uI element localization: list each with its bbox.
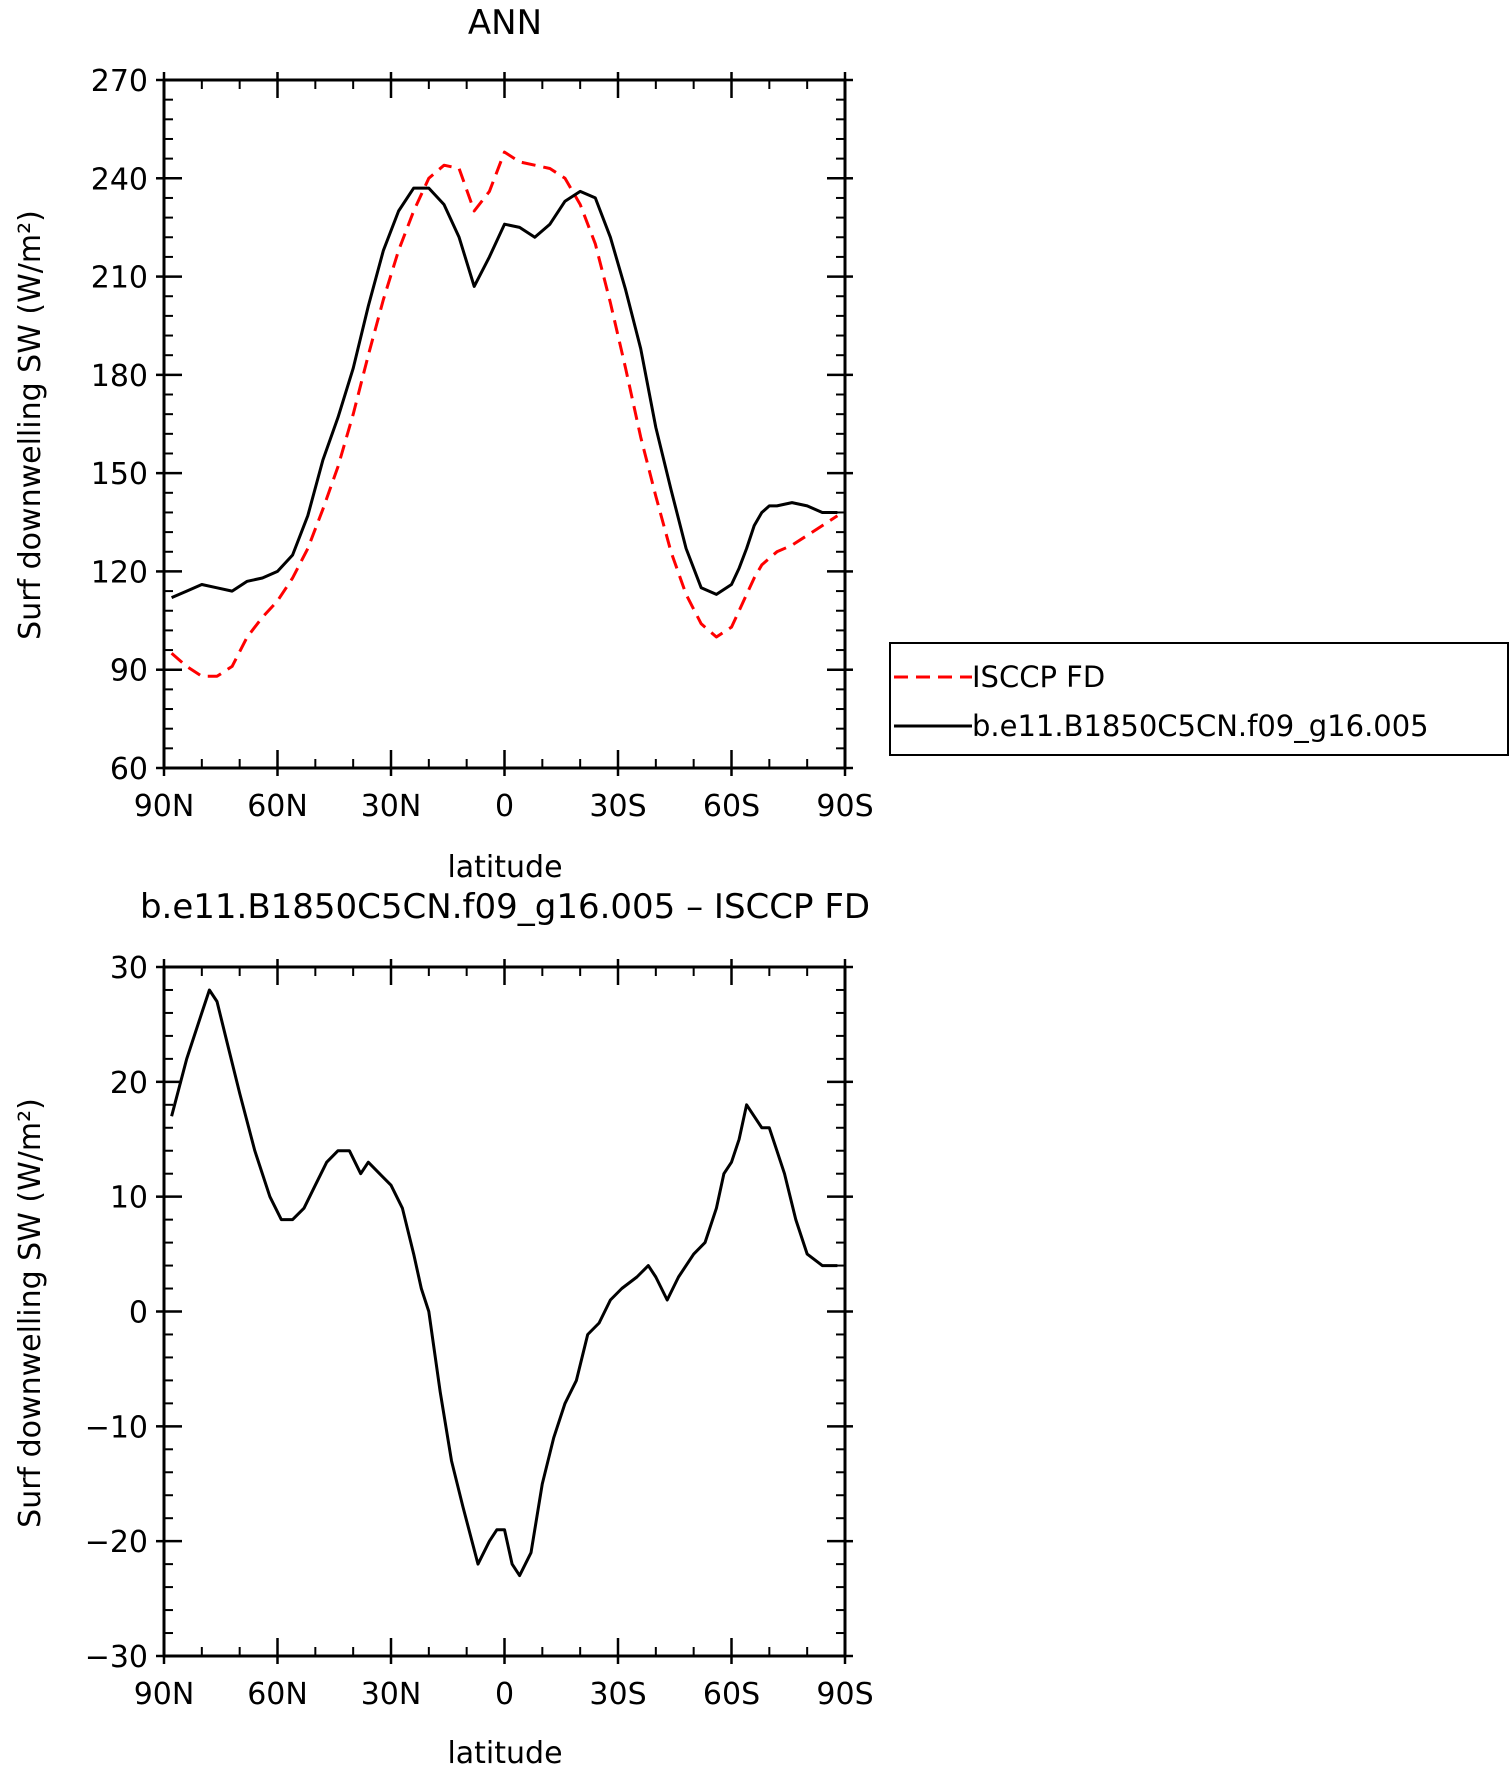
y-tick-label: −20 — [85, 1525, 148, 1560]
x-tick-label: 30S — [589, 1677, 646, 1712]
x-tick-label: 30N — [361, 789, 422, 824]
y-tick-label: 10 — [110, 1181, 148, 1216]
y-tick-label: −30 — [85, 1640, 148, 1675]
x-tick-label: 90S — [816, 1677, 873, 1712]
x-tick-label: 90S — [816, 789, 873, 824]
x-tick-label: 30S — [589, 789, 646, 824]
x-tick-label: 60N — [247, 1677, 308, 1712]
y-tick-label: 180 — [91, 359, 148, 394]
legend-box — [889, 642, 1509, 756]
top-series-line-isccp-fd — [170, 150, 839, 678]
chart-top-x-axis-label: latitude — [447, 850, 562, 885]
x-tick-label: 90N — [134, 789, 195, 824]
y-tick-label: 0 — [129, 1296, 148, 1331]
x-tick-label: 0 — [495, 789, 514, 824]
x-tick-label: 90N — [134, 1677, 195, 1712]
x-tick-label: 60S — [703, 789, 760, 824]
y-tick-label: 20 — [110, 1066, 148, 1101]
y-tick-label: −10 — [85, 1410, 148, 1445]
chart-bottom-x-axis-label: latitude — [447, 1736, 562, 1765]
y-tick-label: 60 — [110, 752, 148, 787]
x-tick-label: 30N — [361, 1677, 422, 1712]
chart-top-title: ANN — [468, 3, 542, 43]
y-tick-label: 90 — [110, 654, 148, 689]
chart-top-y-axis-label: Surf downwelling SW (W/m²) — [13, 210, 48, 640]
y-tick-label: 30 — [110, 951, 148, 986]
x-tick-label: 0 — [495, 1677, 514, 1712]
legend-label-isccp-fd: ISCCP FD — [972, 660, 1105, 694]
y-tick-label: 210 — [91, 261, 148, 296]
x-tick-label: 60S — [703, 1677, 760, 1712]
chart-bottom-y-axis-label: Surf downwelling SW (W/m²) — [13, 1098, 48, 1528]
top-series-line-model — [171, 186, 838, 599]
x-tick-label: 60N — [247, 789, 308, 824]
y-tick-label: 240 — [91, 162, 148, 197]
bottom-series-line-model — [170, 988, 838, 1578]
legend-label-model: b.e11.B1850C5CN.f09_g16.005 — [972, 709, 1429, 743]
chart-top: ANN Surf downwelling SW (W/m²) latitude … — [13, 3, 1509, 885]
chart-bottom-plot-frame — [162, 965, 847, 1658]
y-tick-label: 270 — [91, 64, 148, 99]
y-tick-label: 120 — [91, 555, 148, 590]
chart-top-legend: ISCCP FD b.e11.B1850C5CN.f09_g16.005 — [889, 642, 1509, 756]
chart-bottom: b.e11.B1850C5CN.f09_g16.005 – ISCCP FD S… — [13, 887, 874, 1765]
y-tick-label: 150 — [91, 457, 148, 492]
chart-top-plot-frame — [162, 78, 847, 770]
chart-bottom-title: b.e11.B1850C5CN.f09_g16.005 – ISCCP FD — [140, 887, 870, 927]
